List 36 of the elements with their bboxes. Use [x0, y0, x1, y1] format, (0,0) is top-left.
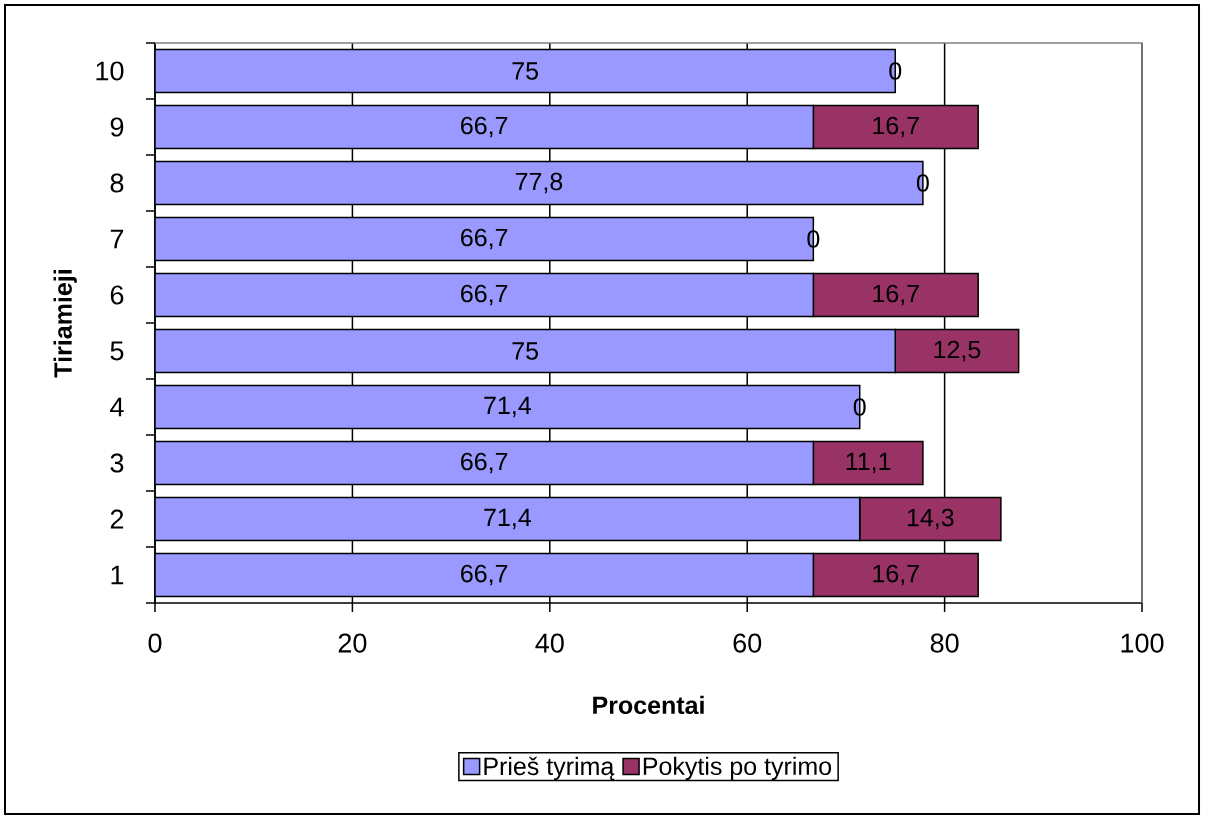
x-tick-label: 20 [338, 633, 367, 653]
x-tick-label: 60 [733, 633, 762, 653]
x-tick-label: 40 [535, 633, 564, 653]
y-tick-label: 5 [110, 341, 124, 361]
y-tick-label: 2 [110, 509, 124, 529]
data-label: 66,7 [461, 116, 508, 138]
y-tick-label: 7 [110, 229, 124, 249]
data-label: 71,4 [484, 508, 531, 530]
y-tick-label: 9 [110, 117, 124, 137]
x-axis-title: Procentai [593, 695, 704, 715]
data-label: 66,7 [461, 228, 508, 250]
data-label: 71,4 [484, 396, 531, 418]
y-tick-label: 1 [111, 565, 124, 585]
data-label: 14,3 [907, 508, 954, 530]
data-label: 66,7 [461, 284, 508, 306]
y-axis-title: Tiriamieji [53, 270, 77, 378]
x-tick-label: 100 [1121, 633, 1164, 653]
data-label: 16,7 [873, 116, 919, 138]
data-label: 66,7 [461, 564, 508, 586]
y-tick-label: 6 [110, 285, 124, 305]
y-tick-label: 10 [96, 61, 124, 81]
x-tick-label: 80 [930, 633, 959, 653]
y-tick-label: 4 [110, 397, 124, 417]
data-label: 75 [512, 342, 538, 360]
data-label: 77,8 [515, 172, 563, 194]
data-label: 75 [512, 62, 538, 80]
data-label: 16,7 [873, 284, 919, 306]
data-label: 16,7 [873, 564, 919, 586]
legend-label: Prieš tyrimą [484, 756, 615, 781]
y-tick-label: 8 [110, 173, 124, 193]
data-label: 11,1 [846, 452, 891, 474]
y-tick-label: 3 [110, 453, 124, 473]
data-label: 66,7 [461, 452, 508, 474]
x-tick-label: 0 [148, 633, 162, 653]
legend-label: Pokytis po tyrimo [643, 756, 832, 781]
data-label: 12,5 [934, 340, 981, 362]
